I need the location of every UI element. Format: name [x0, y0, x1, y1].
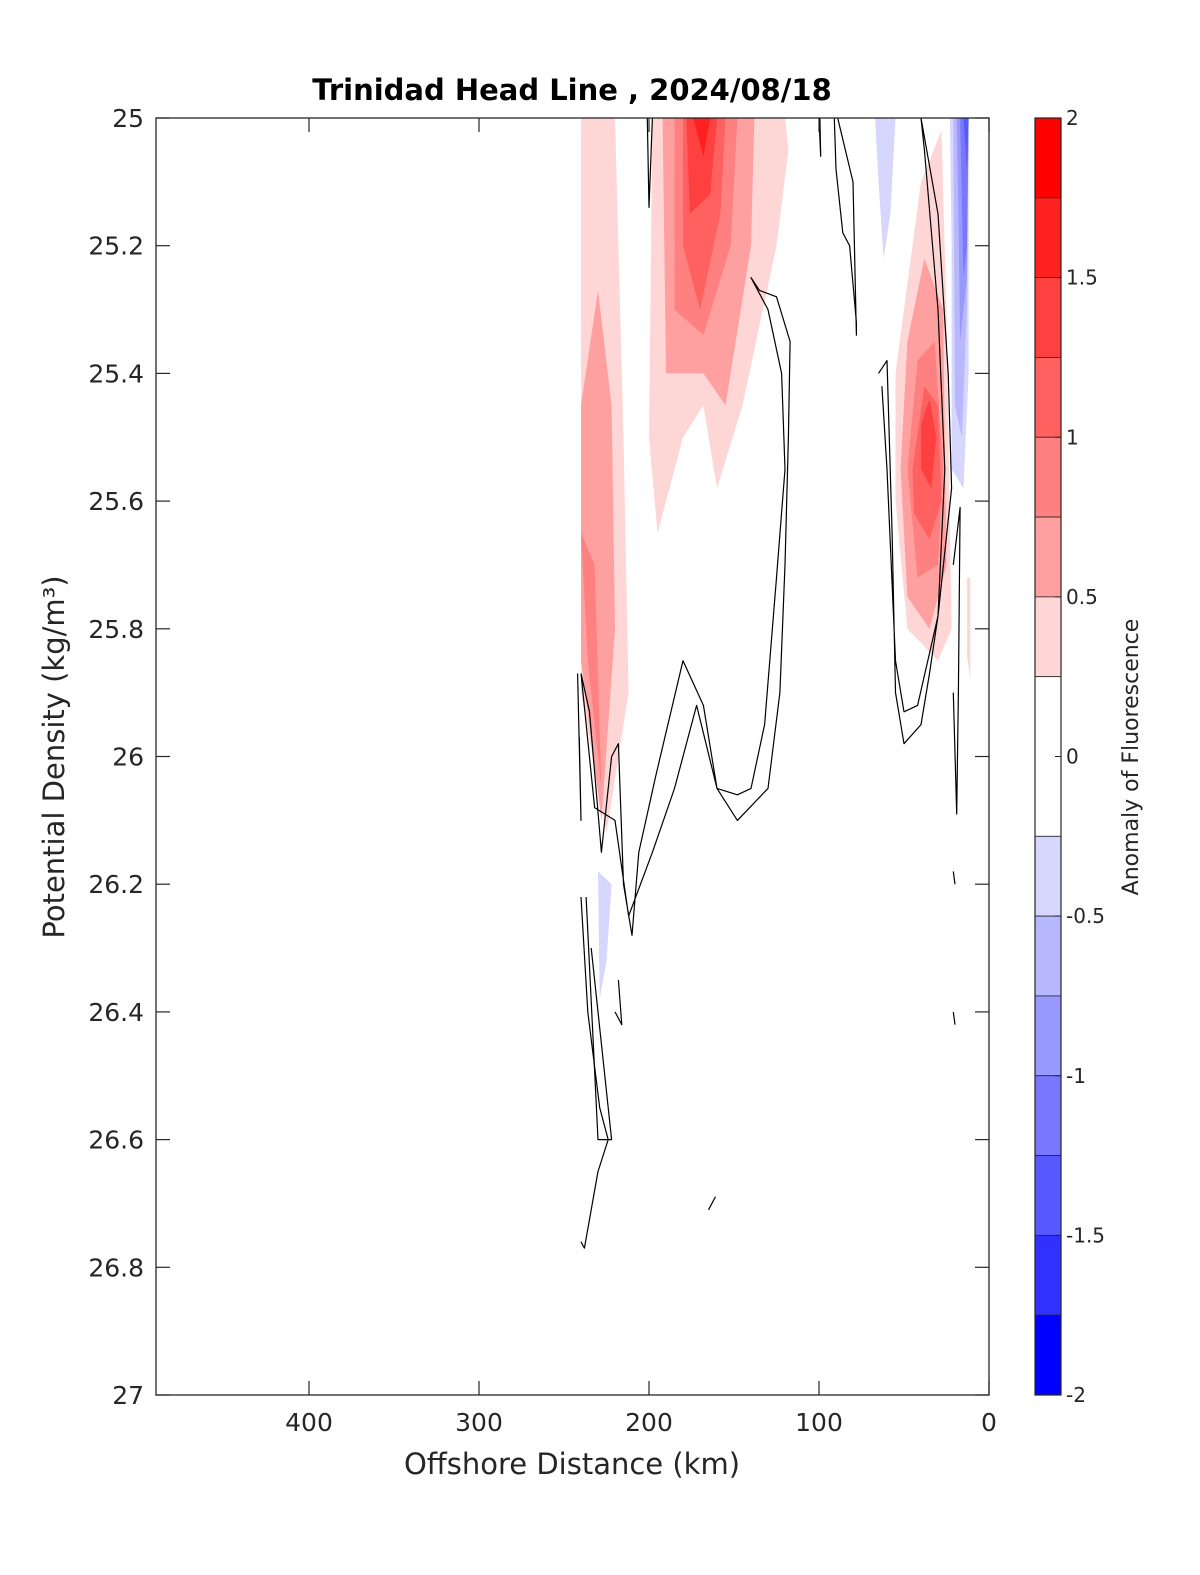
x-tick-label: 300: [455, 1408, 503, 1437]
anomaly-region-7: [686, 118, 717, 214]
y-tick-label: 25: [112, 104, 144, 133]
colorbar-tick-label: -1.5: [1066, 1223, 1105, 1247]
colorbar-level-8: [1034, 835, 1062, 917]
colorbar-level-14: [1034, 1314, 1062, 1396]
zero-contour-lines: [577, 117, 961, 1249]
anomaly-region-1: [581, 290, 615, 821]
y-tick-label: 26.8: [88, 1253, 144, 1282]
colorbar-level-4: [1034, 436, 1062, 518]
colorbar-level-6: [1034, 596, 1062, 678]
anomaly-region-21: [966, 577, 971, 680]
contour-line-9: [878, 117, 953, 745]
y-tick-label: 25.6: [88, 487, 144, 516]
chart-title: Trinidad Head Line , 2024/08/18: [312, 73, 832, 107]
colorbar-level-13: [1034, 1234, 1062, 1316]
colorbar-tick-label: 1.5: [1066, 266, 1098, 290]
anomaly-region-8: [693, 118, 711, 157]
x-tick-label: 100: [795, 1408, 843, 1437]
colorbar-level-5: [1034, 516, 1062, 598]
contour-line-0: [646, 117, 653, 208]
colorbar-tick-label: 2: [1066, 106, 1079, 130]
x-axis-label: Offshore Distance (km): [404, 1447, 740, 1481]
colorbar-level-2: [1034, 277, 1062, 358]
anomaly-region-13: [921, 398, 937, 489]
x-axis: 400 300 200 100 0: [285, 118, 997, 1437]
y-tick-label: 26: [112, 743, 144, 772]
colorbar-tick-label: -0.5: [1066, 904, 1105, 928]
y-axis-label: Potential Density (kg/m³): [37, 575, 71, 938]
x-tick-label: 400: [285, 1408, 333, 1437]
y-tick-label: 27: [112, 1381, 144, 1410]
contour-line-10: [952, 506, 961, 815]
colorbar-level-1: [1034, 197, 1062, 279]
contour-line-2: [833, 117, 858, 336]
filled-contour-regions: [581, 118, 971, 1000]
colorbar-level-11: [1034, 1075, 1062, 1156]
contour-line-8: [707, 1196, 716, 1211]
contour-line-11: [952, 871, 956, 885]
x-tick-label: 200: [625, 1408, 673, 1437]
colorbar-tick-label: 0.5: [1066, 585, 1098, 609]
y-tick-label: 26.2: [88, 870, 144, 899]
y-tick-label: 25.8: [88, 615, 144, 644]
colorbar-label: Anomaly of Fluorescence: [1119, 619, 1144, 896]
colorbar-tick-label: -1: [1066, 1064, 1086, 1088]
y-tick-label: 25.4: [88, 359, 144, 388]
y-tick-label: 25.2: [88, 232, 144, 261]
y-tick-label: 26.4: [88, 998, 144, 1027]
anomaly-region-14: [875, 118, 896, 259]
colorbar-level-3: [1034, 357, 1062, 438]
contour-line-12: [952, 1011, 956, 1025]
colorbar-tick-label: -2: [1066, 1383, 1086, 1407]
colorbar-tick-label: 1: [1066, 425, 1079, 449]
contour-line-6: [580, 896, 609, 1249]
anomaly-region-19: [963, 118, 969, 170]
colorbar-level-9: [1034, 915, 1062, 997]
contour-line-3: [577, 673, 582, 822]
colorbar: 2 1.5 1 0.5 0 -0.5 -1 -1.5 -2: [1034, 106, 1105, 1407]
colorbar-level-10: [1034, 995, 1062, 1077]
y-tick-label: 26.6: [88, 1126, 144, 1155]
y-axis: 25 25.2 25.4 25.6 25.8 26 26.2 26.4 26.6 26.8 27: [88, 104, 989, 1410]
contour-line-4: [580, 277, 791, 936]
x-tick-label: 0: [981, 1408, 997, 1437]
contour-line-7: [614, 979, 623, 1026]
colorbar-level-0: [1034, 117, 1062, 199]
colorbar-level-12: [1034, 1155, 1062, 1236]
anomaly-region-20: [598, 871, 612, 1000]
anomaly-region-2: [581, 533, 602, 789]
colorbar-tick-label: 0: [1066, 745, 1079, 769]
